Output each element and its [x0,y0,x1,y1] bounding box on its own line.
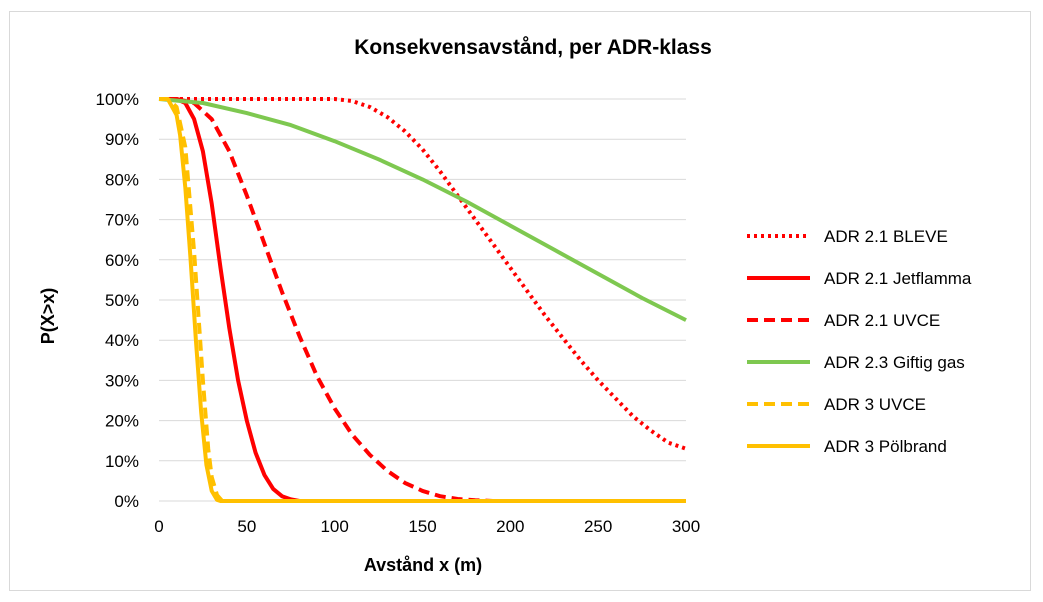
series-line-6 [159,97,686,503]
legend-label: ADR 2.3 Giftig gas [824,353,965,372]
chart-title: Konsekvensavstånd, per ADR-klass [354,36,712,59]
y-tick-label: 60% [105,251,139,270]
series-lines [158,97,687,503]
y-tick-labels: 0% 10% 20% 30% 40% 50% 60% 70% 80% 90% 100% [96,90,139,511]
y-tick-label: 90% [105,130,139,149]
legend-label: ADR 3 Pölbrand [824,437,947,456]
x-tick-label: 100 [320,517,348,536]
chart-frame: Konsekvensavstånd, per ADR-klass 0% 10% 20… [9,11,1031,591]
y-axis-label: P(X>x) [38,288,58,345]
y-tick-label: 40% [105,331,139,350]
x-tick-label: 0 [154,517,163,536]
y-tick-label: 10% [105,452,139,471]
x-tick-label: 300 [672,517,700,536]
y-tick-label: 0% [114,492,139,511]
x-tick-label: 200 [496,517,524,536]
x-tick-labels: 0 50 100 150 200 250 300 [154,517,700,536]
y-tick-label: 100% [96,90,139,109]
y-tick-label: 30% [105,371,139,390]
legend-label: ADR 2.1 BLEVE [824,227,948,246]
y-tick-label: 80% [105,170,139,189]
legend-label: ADR 3 UVCE [824,395,926,414]
chart-svg: Konsekvensavstånd, per ADR-klass 0% 10% 20… [38,36,972,575]
grid-lines [159,98,686,502]
x-tick-label: 50 [237,517,256,536]
y-tick-label: 50% [105,291,139,310]
x-axis-label: Avstånd x (m) [364,555,482,575]
legend-label: ADR 2.1 UVCE [824,311,940,330]
series-line-4 [158,97,687,322]
legend: ADR 2.1 BLEVE ADR 2.1 Jetflamma ADR 2.1 UV… [747,227,972,456]
y-tick-label: 20% [105,412,139,431]
x-tick-label: 150 [408,517,436,536]
legend-label: ADR 2.1 Jetflamma [824,269,972,288]
series-line-1 [159,97,687,451]
series-line-5 [159,97,686,503]
y-tick-label: 70% [105,211,139,230]
x-tick-label: 250 [584,517,612,536]
series-line-3 [159,97,686,503]
